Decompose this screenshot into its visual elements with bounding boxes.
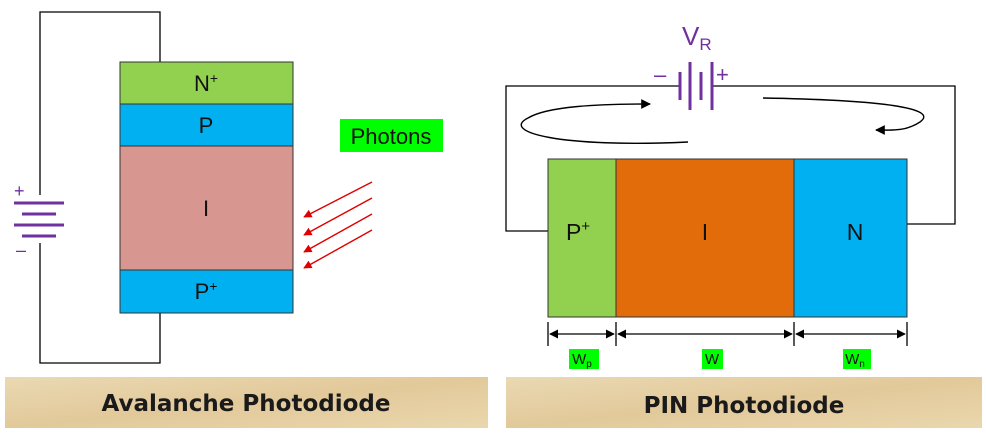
- pin-p-plus-region: [547, 158, 617, 318]
- pin-circuit-wire: [505, 85, 956, 232]
- w-label-highlight: [702, 349, 723, 369]
- pin-p-plus-label: P+: [566, 218, 590, 245]
- pin-i-label: I: [702, 219, 708, 245]
- apd-p-layer: [119, 103, 294, 147]
- pin-battery-plus: +: [716, 62, 729, 87]
- apd-p-plus-layer: [119, 269, 294, 314]
- pin-caption-background: [506, 377, 982, 428]
- pin-caption: PIN Photodiode: [644, 393, 845, 419]
- wn-label-highlight: [843, 349, 871, 369]
- pin-photodiode: VR – + P+ I N: [505, 21, 982, 428]
- avalanche-photodiode: + – N+ P I P+ Photons Avalanche Photodio…: [5, 11, 488, 428]
- photon-arrow: [303, 213, 373, 253]
- wp-label: Wp: [572, 351, 592, 370]
- photon-arrow: [303, 229, 373, 269]
- apd-battery-icon: [14, 201, 64, 238]
- apd-i-layer: [119, 145, 294, 271]
- photons-label-highlight: [340, 119, 443, 152]
- apd-n-plus-label: N+: [194, 70, 218, 96]
- photon-arrows: [303, 181, 373, 269]
- wp-label-highlight: [569, 349, 599, 369]
- photons-label: Photons: [351, 124, 432, 149]
- pin-battery-minus: –: [654, 62, 667, 87]
- current-flow-arrow-right: [762, 97, 925, 135]
- apd-caption-background: [5, 377, 488, 428]
- apd-battery-minus: –: [16, 240, 26, 260]
- wn-label: Wn: [845, 351, 865, 370]
- pin-i-region: [615, 158, 795, 318]
- current-flow-arrow-left: [520, 99, 689, 144]
- photon-arrow: [303, 181, 373, 218]
- w-label: W: [705, 351, 720, 368]
- photon-arrow: [303, 197, 373, 236]
- apd-p-label: P: [199, 113, 214, 138]
- apd-caption: Avalanche Photodiode: [102, 391, 391, 417]
- pin-battery-icon: [678, 62, 714, 110]
- apd-battery-plus: +: [14, 181, 25, 201]
- pin-n-region: [793, 158, 908, 318]
- reverse-voltage-label: VR: [682, 21, 712, 54]
- width-dimension-lines: [547, 322, 908, 346]
- apd-circuit-wire: [39, 11, 161, 364]
- apd-i-label: I: [203, 196, 209, 221]
- pin-n-label: N: [847, 219, 864, 245]
- apd-p-plus-label: P+: [195, 278, 218, 304]
- current-flow-arrows: [520, 97, 925, 144]
